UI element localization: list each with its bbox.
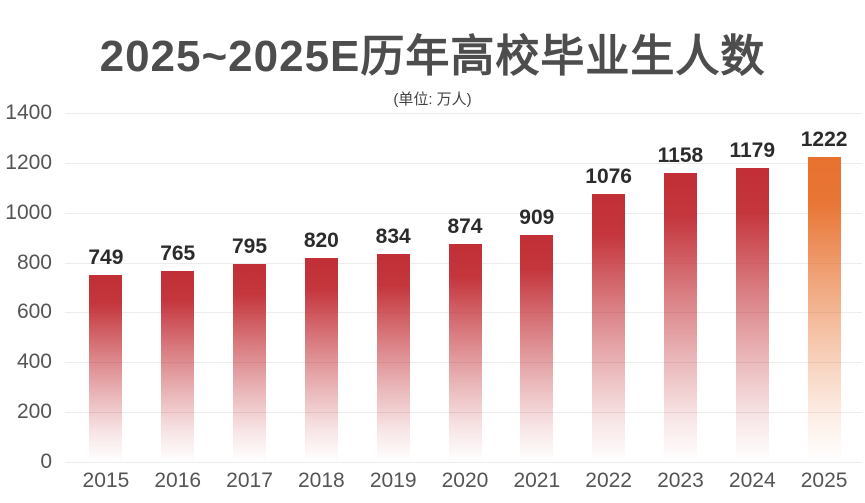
bar-value-label: 874 bbox=[447, 215, 483, 239]
y-axis-tick-label: 200 bbox=[16, 400, 52, 424]
x-axis-tick-label: 2017 bbox=[226, 469, 273, 492]
bar-value-label: 1076 bbox=[585, 164, 632, 188]
x-axis-tick-label: 2019 bbox=[369, 469, 417, 492]
x-axis-tick-label: 2018 bbox=[298, 469, 345, 492]
gridline bbox=[65, 162, 862, 164]
y-axis-tick-label: 400 bbox=[16, 350, 52, 374]
x-axis-tick-label: 2023 bbox=[657, 469, 704, 492]
bar bbox=[448, 244, 482, 462]
y-axis-tick-label: 0 bbox=[40, 450, 52, 473]
bar bbox=[89, 275, 123, 462]
chart-title: 2025~2025E历年高校毕业生人数 bbox=[99, 32, 766, 81]
x-axis-tick-label: 2016 bbox=[154, 469, 202, 492]
bar-value-label: 909 bbox=[519, 206, 555, 230]
y-axis-tick-label: 1000 bbox=[5, 200, 52, 224]
bar-value-label: 1222 bbox=[800, 128, 848, 152]
bar bbox=[807, 157, 841, 462]
gridline bbox=[65, 462, 862, 463]
x-axis-tick-label: 2021 bbox=[513, 469, 561, 492]
bar-value-label: 834 bbox=[375, 225, 411, 249]
bar-value-label: 749 bbox=[88, 246, 124, 270]
bar-value-label: 1179 bbox=[729, 139, 776, 163]
gridline bbox=[65, 212, 862, 214]
bar bbox=[663, 173, 697, 462]
bar bbox=[520, 235, 554, 462]
bar bbox=[161, 271, 195, 462]
x-axis-tick-label: 2024 bbox=[728, 469, 776, 492]
bar-value-label: 795 bbox=[232, 234, 268, 258]
bar bbox=[735, 168, 769, 462]
x-axis-tick-label: 2025 bbox=[800, 469, 848, 492]
bar bbox=[304, 257, 338, 462]
bar-value-label: 820 bbox=[303, 228, 339, 252]
bar-value-label: 765 bbox=[160, 242, 196, 266]
x-axis-tick-label: 2020 bbox=[441, 469, 489, 492]
gridline bbox=[65, 113, 862, 114]
bar-value-label: 1158 bbox=[657, 144, 704, 168]
bar bbox=[592, 193, 626, 462]
chart-subtitle: (单位: 万人) bbox=[393, 91, 472, 108]
y-axis-tick-label: 800 bbox=[16, 250, 52, 274]
bar bbox=[376, 254, 410, 462]
x-axis-tick-label: 2015 bbox=[82, 469, 130, 492]
y-axis-tick-label: 1400 bbox=[5, 101, 52, 124]
x-axis-tick-label: 2022 bbox=[585, 469, 632, 492]
y-axis-tick-label: 600 bbox=[16, 300, 52, 324]
y-axis-tick-label: 1200 bbox=[5, 150, 52, 174]
bar bbox=[233, 263, 267, 462]
